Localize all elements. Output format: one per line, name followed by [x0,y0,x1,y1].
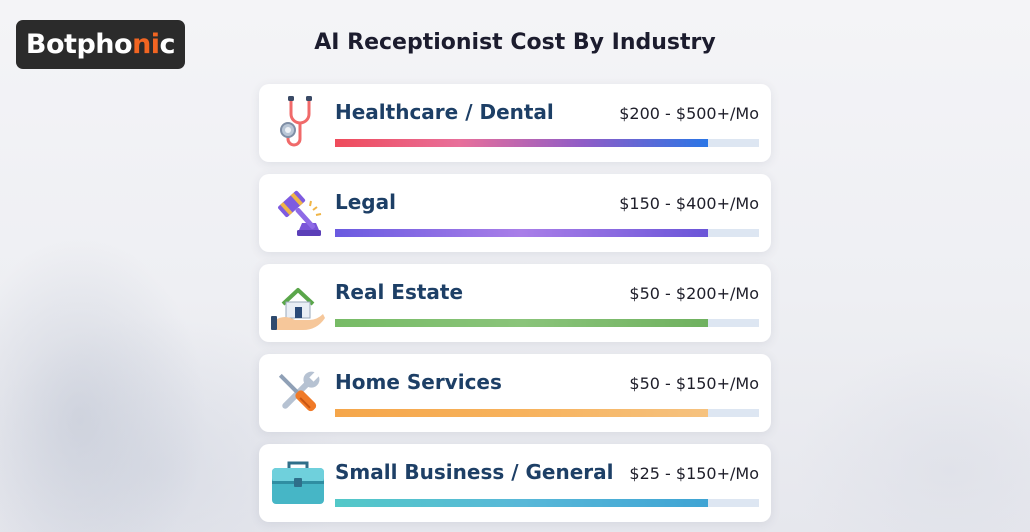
cost-bar-fill [335,409,709,417]
industry-card-real-estate: Real Estate $50 - $200+/Mo [259,264,771,342]
cost-bar-track [335,499,759,507]
cost-bar-track [335,319,759,327]
stethoscope-icon [280,96,312,147]
wrench-screwdriver-icon [278,371,320,412]
price-range: $50 - $200+/Mo [629,284,759,303]
cost-bar-fill [335,139,709,147]
brand-logo: Botphonic [16,20,185,69]
cost-bar-track [335,409,759,417]
industry-label: Small Business / General [335,460,614,484]
brand-wordmark: Botphonic [25,29,176,60]
industry-label: Home Services [335,370,502,394]
cost-bar-fill [335,229,709,237]
industry-label: Real Estate [335,280,464,304]
cost-bar-track [335,229,759,237]
cost-bar-track [335,139,759,147]
gavel-icon [278,190,322,236]
price-range: $50 - $150+/Mo [629,374,759,393]
industry-card-home-services: Home Services $50 - $150+/Mo [259,354,771,432]
cost-bar-fill [335,499,709,507]
industry-card-healthcare: Healthcare / Dental $200 - $500+/Mo [259,84,771,162]
industry-label: Legal [335,190,396,214]
page-title: AI Receptionist Cost By Industry [314,30,716,55]
price-range: $200 - $500+/Mo [619,104,759,123]
price-range: $150 - $400+/Mo [619,194,759,213]
industry-card-legal: Legal $150 - $400+/Mo [259,174,771,252]
price-range: $25 - $150+/Mo [629,464,759,483]
briefcase-icon [272,461,324,504]
industry-card-small-business: Small Business / General $25 - $150+/Mo [259,444,771,522]
house-in-hand-icon [271,288,325,330]
industry-label: Healthcare / Dental [335,100,554,124]
cost-bar-fill [335,319,709,327]
